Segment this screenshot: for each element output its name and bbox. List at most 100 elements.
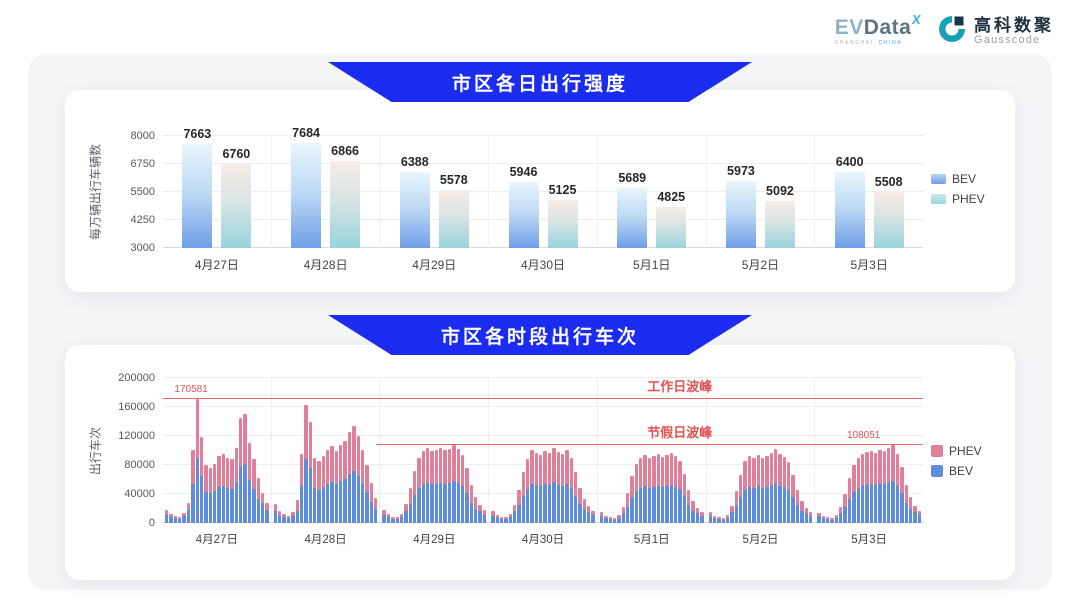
- grid-line: [163, 435, 923, 436]
- bev-segment: [913, 511, 917, 523]
- phev-segment: [391, 516, 395, 519]
- stacked-bar: [452, 378, 456, 523]
- peak-annotation-line: [375, 443, 923, 445]
- phev-segment: [165, 509, 169, 515]
- phev-segment: [708, 512, 712, 516]
- stacked-bar: [178, 378, 182, 523]
- bev-segment: [334, 484, 339, 523]
- stacked-bar: [591, 378, 595, 523]
- stacked-bar: [787, 378, 791, 523]
- bev-segment: [173, 518, 178, 523]
- phev-segment: [452, 445, 456, 482]
- bar-value-label: 5946: [509, 165, 538, 179]
- stacked-bar: [299, 378, 304, 523]
- bev-segment: [665, 486, 669, 523]
- phev-segment: [721, 518, 726, 520]
- phev-segment: [186, 502, 191, 510]
- bev-segment: [630, 497, 634, 523]
- bev-segment: [460, 486, 465, 523]
- stacked-bar: [186, 378, 191, 523]
- bev-segment: [508, 517, 512, 523]
- bev-segment: [878, 483, 882, 523]
- bev-segment: [634, 490, 639, 523]
- phev-segment: [765, 455, 769, 487]
- stacked-bar: [234, 378, 239, 523]
- stacked-bar: [865, 378, 869, 523]
- stacked-bar: [882, 378, 887, 523]
- bev-segment: [826, 519, 830, 523]
- stacked-bar: [504, 378, 508, 523]
- bev-segment: [591, 515, 595, 523]
- stacked-bar: [695, 378, 700, 523]
- bev-bar: 6400: [834, 155, 865, 248]
- bar-value-label: 7684: [292, 126, 320, 141]
- legend-item-bev[interactable]: BEV: [931, 464, 982, 478]
- x-tick-label: 5月2日: [741, 258, 780, 272]
- stacked-bar: [621, 378, 626, 523]
- stacked-bar: [182, 378, 186, 523]
- bev-segment: [295, 510, 299, 523]
- bev-segment: [512, 511, 517, 523]
- bev-segment: [891, 480, 895, 523]
- stacked-bar: [339, 378, 343, 523]
- stacked-bar: [517, 378, 521, 523]
- stacked-bar: [878, 378, 882, 523]
- phev-segment: [700, 512, 704, 516]
- legend-label: BEV: [949, 464, 974, 478]
- phev-segment: [712, 515, 717, 519]
- bev-segment: [565, 483, 569, 523]
- phev-segment: [743, 461, 747, 490]
- stacked-bar: [717, 378, 721, 523]
- stacked-bar: [634, 378, 639, 523]
- chart1-y-axis: 3000 4250 5500 6750 8000: [107, 130, 163, 254]
- phev-segment: [852, 465, 856, 492]
- x-tick-label: 4月30日: [521, 534, 565, 546]
- bev-segment: [582, 510, 587, 523]
- bev-segment: [787, 490, 791, 523]
- phev-segment: [234, 447, 239, 483]
- stacked-bar: [656, 378, 660, 523]
- bev-segment: [743, 489, 747, 523]
- legend-item-phev[interactable]: PHEV: [931, 192, 985, 206]
- phev-bar: 5578: [438, 173, 469, 248]
- phev-segment: [282, 514, 286, 518]
- bev-segment: [391, 518, 395, 523]
- legend-item-phev[interactable]: PHEV: [931, 444, 982, 458]
- bev-segment: [856, 487, 860, 523]
- bar-value-label: 5578: [439, 173, 468, 188]
- stacked-bar: [795, 378, 800, 523]
- phev-segment: [643, 454, 647, 487]
- stacked-bar: [739, 378, 743, 523]
- stacked-bar: [708, 378, 712, 523]
- phev-segment: [717, 517, 721, 520]
- bar-group: 5946 5125 4月30日: [488, 136, 597, 272]
- phev-segment: [521, 472, 526, 496]
- bev-segment: [230, 488, 234, 523]
- phev-segment: [582, 499, 587, 511]
- stacked-bar: [321, 378, 326, 523]
- daily-intensity-card: 市区各日出行强度 每万辆出行车辆数 3000 4250 5500 6750 8000 7…: [65, 62, 1015, 292]
- bev-segment: [843, 507, 847, 523]
- stacked-bar: [652, 378, 656, 523]
- bev-segment: [599, 515, 604, 523]
- stacked-bar: [700, 378, 704, 523]
- stacked-bar: [834, 378, 839, 523]
- stacked-bar: [239, 378, 243, 523]
- bev-segment: [730, 512, 734, 523]
- bev-segment: [756, 486, 760, 523]
- stacked-bar: [639, 378, 643, 523]
- phev-segment: [252, 459, 256, 489]
- phev-segment: [660, 457, 665, 488]
- bev-segment: [808, 515, 813, 523]
- phev-segment: [286, 515, 291, 519]
- phev-segment: [482, 509, 487, 515]
- stacked-bar: [573, 378, 578, 523]
- legend-item-bev[interactable]: BEV: [931, 172, 985, 186]
- stacked-bar: [273, 378, 278, 523]
- bev-segment: [321, 487, 326, 523]
- day-group: 4月28日: [270, 378, 380, 546]
- stacked-bar: [778, 378, 782, 523]
- stacked-bar: [747, 378, 752, 523]
- stacked-bar: [352, 378, 356, 523]
- phev-segment: [469, 485, 473, 503]
